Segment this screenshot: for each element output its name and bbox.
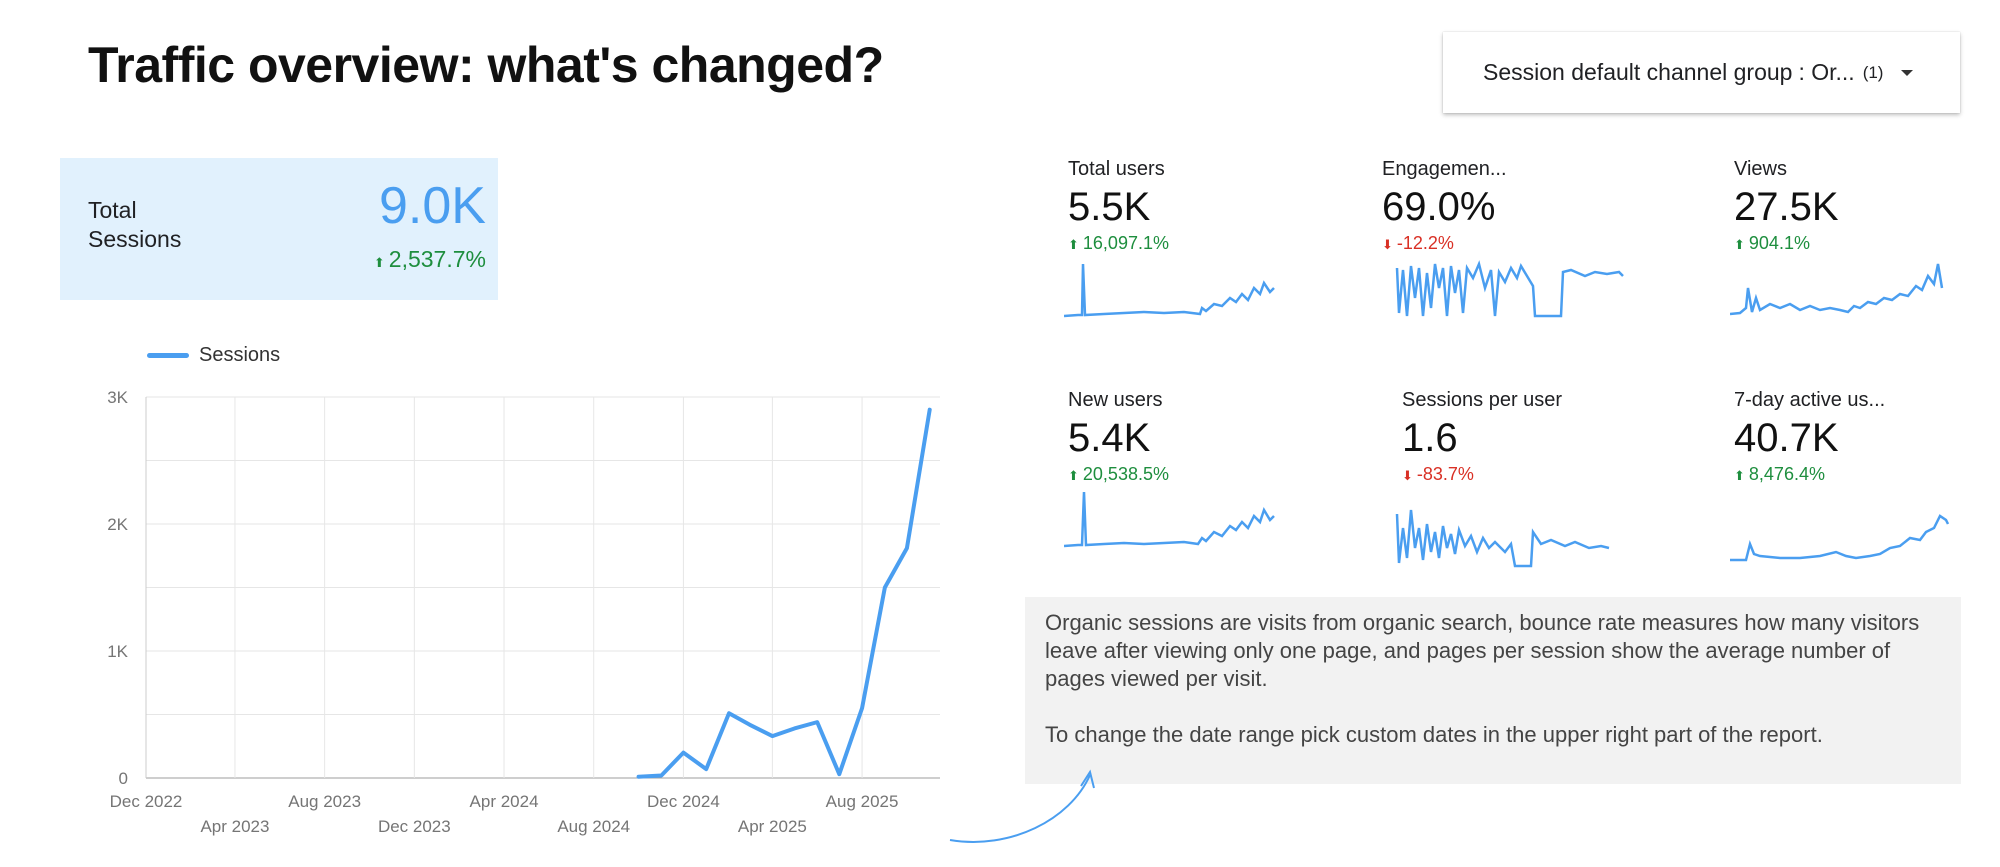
scorecard-label: Total Sessions bbox=[88, 196, 181, 254]
metric-delta: ⬇ -83.7% bbox=[1402, 464, 1562, 485]
sessions-data-point bbox=[860, 706, 864, 710]
arrow-up-icon: ⬆ bbox=[1068, 468, 1079, 483]
page-title: Traffic overview: what's changed? bbox=[88, 37, 884, 93]
metric-new-users: New users 5.4K ⬆ 20,538.5% bbox=[1068, 389, 1169, 485]
scorecard-delta-value: 2,537.7% bbox=[388, 246, 486, 272]
note-paragraph: Organic sessions are visits from organic… bbox=[1045, 610, 1920, 691]
metric-delta-value: 904.1% bbox=[1748, 233, 1810, 253]
sessions-data-point bbox=[792, 726, 796, 730]
sessions-data-point bbox=[659, 773, 663, 777]
metric-delta-value: -12.2% bbox=[1396, 233, 1454, 253]
metric-delta-value: 16,097.1% bbox=[1082, 233, 1169, 253]
metric-delta-value: -83.7% bbox=[1416, 464, 1474, 484]
metric-value: 5.4K bbox=[1068, 416, 1151, 460]
metric-delta: ⬆ 20,538.5% bbox=[1068, 464, 1169, 485]
x-tick-label: Dec 2022 bbox=[110, 792, 183, 811]
sparkline-7day-active-users bbox=[1730, 514, 1950, 562]
sparkline-engagement bbox=[1395, 260, 1624, 318]
metric-delta: ⬆ 16,097.1% bbox=[1068, 233, 1169, 254]
arrow-up-icon: ⬆ bbox=[373, 255, 385, 270]
sessions-data-point bbox=[727, 711, 731, 715]
metric-delta-value: 8,476.4% bbox=[1748, 464, 1825, 484]
description-note: Organic sessions are visits from organic… bbox=[1025, 597, 1961, 784]
metric-delta-value: 20,538.5% bbox=[1082, 464, 1169, 484]
sessions-data-point bbox=[637, 775, 641, 779]
x-tick-label: Apr 2025 bbox=[738, 817, 807, 836]
arrow-down-icon: ⬇ bbox=[1382, 237, 1393, 252]
sessions-data-point bbox=[883, 586, 887, 589]
metric-value: 27.5K bbox=[1734, 185, 1839, 229]
note-paragraph: To change the date range pick custom dat… bbox=[1045, 722, 1823, 747]
scorecard-delta: ⬆ 2,537.7% bbox=[374, 246, 486, 273]
scorecard-label-line1: Total bbox=[88, 197, 137, 223]
scorecard-value: 9.0K bbox=[379, 177, 486, 235]
legend-swatch bbox=[147, 353, 189, 358]
x-tick-label: Aug 2025 bbox=[826, 792, 899, 811]
sessions-data-point bbox=[815, 720, 819, 724]
x-tick-label: Aug 2024 bbox=[557, 817, 630, 836]
metric-delta: ⬆ 904.1% bbox=[1734, 233, 1839, 254]
metric-label: Total users bbox=[1068, 158, 1165, 180]
metric-label: New users bbox=[1068, 389, 1163, 411]
metric-7day-active-users: 7-day active us... 40.7K ⬆ 8,476.4% bbox=[1734, 389, 1885, 485]
sessions-data-point bbox=[681, 751, 685, 755]
x-tick-label: Aug 2023 bbox=[288, 792, 361, 811]
filter-count: (1) bbox=[1862, 62, 1884, 82]
legend-label: Sessions bbox=[199, 344, 281, 366]
sessions-data-point bbox=[770, 734, 774, 738]
metric-label: 7-day active us... bbox=[1734, 389, 1886, 411]
sessions-data-point bbox=[704, 767, 708, 771]
metric-sessions-per-user: Sessions per user 1.6 ⬇ -83.7% bbox=[1402, 389, 1562, 485]
metric-label: Engagemen... bbox=[1382, 158, 1507, 180]
metric-label: Sessions per user bbox=[1402, 389, 1563, 411]
sparkline-new-users bbox=[1064, 491, 1275, 548]
metric-value: 40.7K bbox=[1734, 416, 1839, 460]
arrow-up-icon: ⬆ bbox=[1068, 237, 1079, 252]
metric-label: Views bbox=[1734, 158, 1787, 180]
y-tick-label: 0 bbox=[119, 769, 128, 788]
sessions-data-point bbox=[748, 723, 752, 727]
x-tick-label: Dec 2024 bbox=[647, 792, 720, 811]
x-tick-label: Dec 2023 bbox=[378, 817, 451, 836]
sparkline-views bbox=[1730, 263, 1944, 316]
metric-value: 5.5K bbox=[1068, 185, 1151, 229]
decorative-arrow bbox=[949, 769, 1095, 843]
caret-down-icon[interactable] bbox=[1901, 69, 1914, 76]
sessions-data-point bbox=[837, 772, 841, 776]
metric-views: Views 27.5K ⬆ 904.1% bbox=[1734, 158, 1839, 254]
total-sessions-scorecard: Total Sessions 9.0K ⬆ 2,537.7% bbox=[60, 158, 498, 300]
x-tick-label: Apr 2023 bbox=[200, 817, 269, 836]
sessions-line-chart: 0 1K 2K 3K Dec 2022 Apr 2023 Aug 2023 Dec 2023 A… bbox=[107, 388, 940, 836]
sessions-data-point bbox=[928, 408, 932, 412]
metric-value: 1.6 bbox=[1402, 416, 1458, 460]
arrow-up-icon: ⬆ bbox=[1734, 468, 1745, 483]
channel-group-filter[interactable]: Session default channel group : Or... (1… bbox=[1443, 32, 1960, 113]
sessions-data-point bbox=[905, 546, 909, 550]
filter-label: Session default channel group bbox=[1483, 59, 1793, 85]
y-tick-label: 1K bbox=[107, 642, 128, 661]
metric-value: 69.0% bbox=[1382, 185, 1496, 229]
metric-engagement: Engagemen... 69.0% ⬇ -12.2% bbox=[1382, 158, 1507, 254]
sparkline-sessions-per-user bbox=[1395, 509, 1610, 568]
y-tick-label: 3K bbox=[107, 388, 128, 407]
x-tick-label: Apr 2024 bbox=[470, 792, 539, 811]
chart-legend: Sessions bbox=[147, 344, 280, 367]
arrow-up-icon: ⬆ bbox=[1734, 237, 1745, 252]
sessions-series-line bbox=[636, 407, 932, 779]
sparkline-total-users bbox=[1064, 263, 1275, 318]
metric-delta: ⬇ -12.2% bbox=[1382, 233, 1507, 254]
arrow-down-icon: ⬇ bbox=[1402, 468, 1413, 483]
metric-total-users: Total users 5.5K ⬆ 16,097.1% bbox=[1068, 158, 1169, 254]
y-tick-label: 2K bbox=[107, 515, 128, 534]
metric-delta: ⬆ 8,476.4% bbox=[1734, 464, 1885, 485]
filter-value: : Or... bbox=[1798, 59, 1855, 85]
scorecard-label-line2: Sessions bbox=[88, 226, 182, 252]
